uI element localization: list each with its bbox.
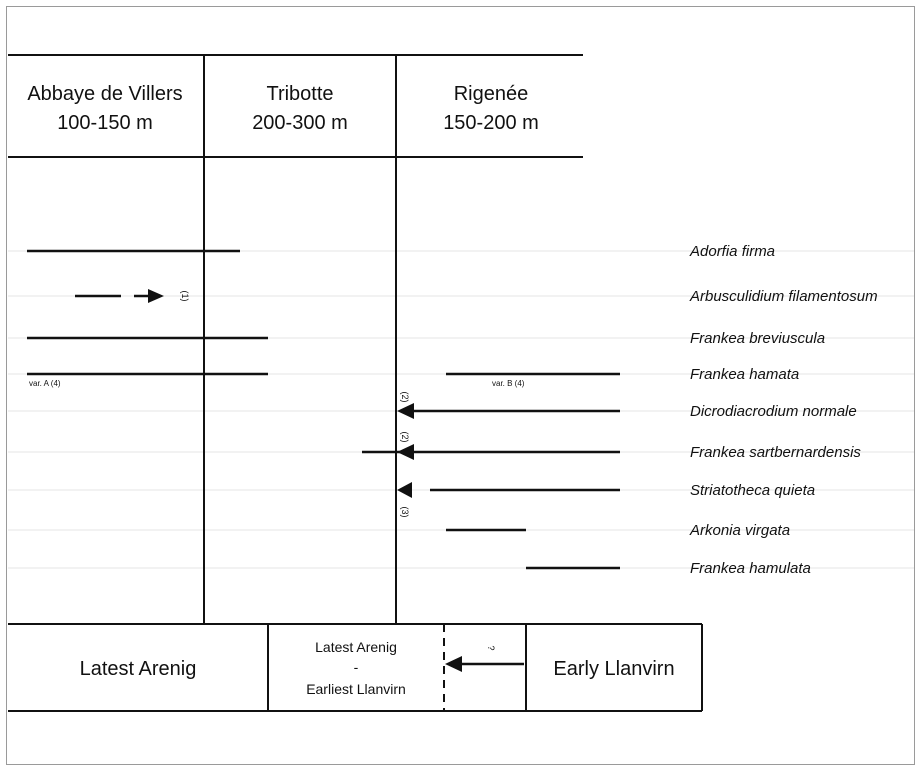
arrow-left-icon xyxy=(397,444,414,460)
zone-label-right: Early Llanvirn xyxy=(553,658,674,680)
arrow-left-icon xyxy=(397,482,412,498)
column-locality: Tribotte xyxy=(266,83,333,105)
species-label: Dicrodiacrodium normale xyxy=(690,403,857,420)
query-marker: ? xyxy=(486,645,496,650)
zone-label-left: Latest Arenig xyxy=(80,658,197,680)
species-label: Frankea hamata xyxy=(690,366,799,383)
species-labels: Adorfia firma Arbusculidium filamentosum… xyxy=(689,243,878,577)
species-label: Frankea sartbernardensis xyxy=(690,444,861,461)
variant-label: var. A (4) xyxy=(29,379,61,388)
zone-label-middle: Latest Arenig xyxy=(315,639,397,655)
arrow-left-icon xyxy=(397,403,414,419)
species-label: Arkonia virgata xyxy=(689,522,790,539)
column-locality: Abbaye de Villers xyxy=(27,83,182,105)
species-label: Adorfia firma xyxy=(689,243,775,260)
range-bars xyxy=(27,249,620,570)
species-label: Arbusculidium filamentosum xyxy=(689,288,878,305)
note-marker: (3) xyxy=(400,507,410,518)
note-marker: (1) xyxy=(180,291,190,302)
column-thickness: 200-300 m xyxy=(252,112,348,134)
column-thickness: 150-200 m xyxy=(443,112,539,134)
species-label: Frankea breviuscula xyxy=(690,330,825,347)
zone-label-middle: - xyxy=(354,659,359,675)
note-marker: (2) xyxy=(400,432,410,443)
species-label: Striatotheca quieta xyxy=(690,482,815,499)
figure-border xyxy=(6,6,915,765)
zone-label-middle: Earliest Llanvirn xyxy=(306,681,406,697)
arrow-right-icon xyxy=(148,289,164,303)
arrowheads xyxy=(148,289,462,672)
column-locality: Rigenée xyxy=(454,83,529,105)
species-label: Frankea hamulata xyxy=(690,560,811,577)
column-thickness: 100-150 m xyxy=(57,112,153,134)
variant-label: var. B (4) xyxy=(492,379,525,388)
arrow-left-icon xyxy=(445,656,462,672)
note-marker: (2) xyxy=(400,392,410,403)
